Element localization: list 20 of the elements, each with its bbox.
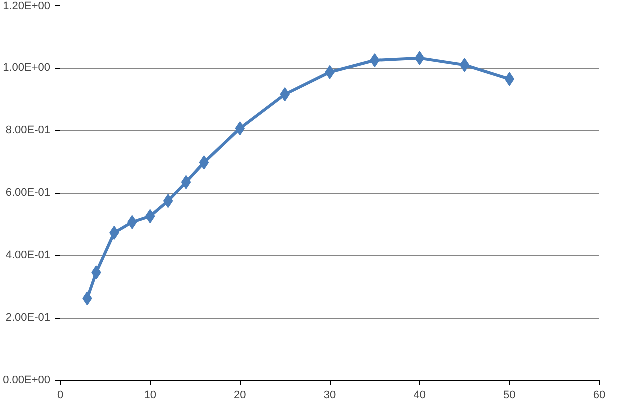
point	[181, 175, 192, 190]
point	[460, 58, 470, 72]
x-tick-label: 20	[234, 390, 246, 401]
y-tick-label: 1.20E+00	[3, 0, 50, 12]
point	[199, 156, 210, 170]
x-tick-label: 60	[593, 390, 606, 401]
x-tick-label: 40	[414, 390, 426, 401]
y-tick-label: 8.00E-01	[6, 124, 51, 136]
point	[163, 194, 174, 208]
point	[370, 54, 380, 68]
point	[110, 226, 120, 240]
y-tick-label: 0.00E+00	[3, 374, 50, 386]
y-tick-label: 6.00E-01	[6, 187, 51, 199]
y-tick-label: 4.00E-01	[6, 250, 51, 262]
y-tick-label: 2.00E-01	[6, 312, 51, 324]
x-tick-label: 50	[504, 390, 516, 401]
y-tick-label: 1.00E+00	[3, 62, 50, 74]
x-tick-label: 0	[57, 390, 64, 401]
x-tick-label: 10	[144, 390, 156, 401]
x-tick-label: 30	[324, 390, 336, 401]
